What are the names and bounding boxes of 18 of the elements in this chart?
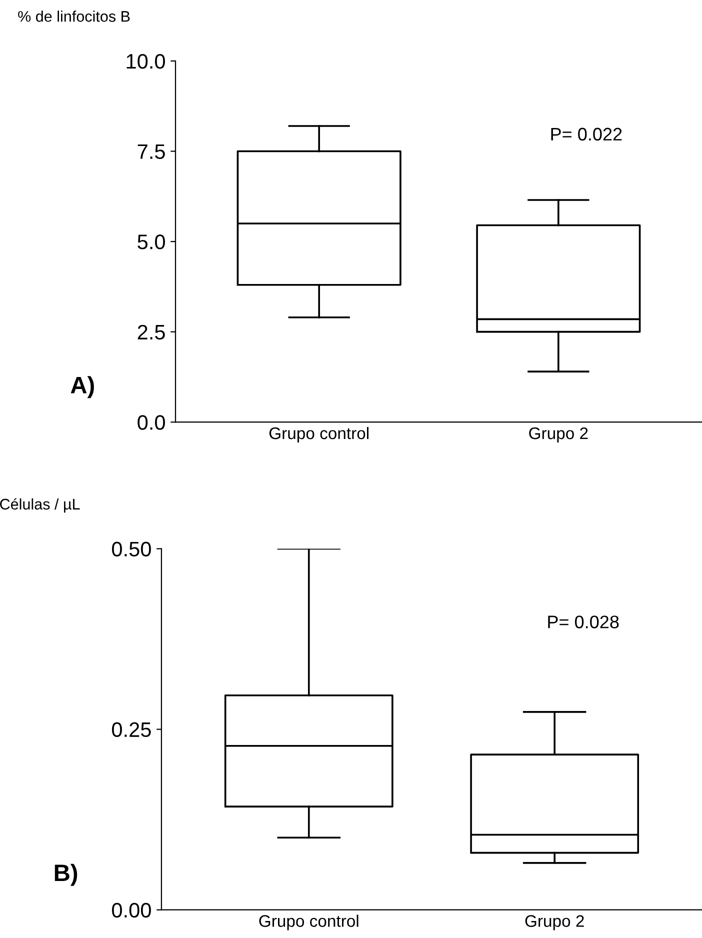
y-tick-label: 0.00	[112, 902, 151, 918]
annotation: P= 0.028	[548, 616, 619, 628]
text: B)	[54, 864, 78, 886]
text: A)	[70, 376, 94, 398]
y-axis-title: Células / µL	[0, 498, 80, 513]
y-tick-label: 2.5	[138, 324, 165, 340]
x-tick-label: Grupo 2	[525, 915, 584, 930]
x-tick-label: Grupo control	[269, 426, 368, 442]
y-tick-label: 0.0	[138, 415, 165, 430]
y-tick-label: 5.0	[138, 234, 165, 250]
x-tick-label: Grupo 2	[529, 427, 588, 442]
y-axis-title: % de linfocitos B	[18, 10, 130, 22]
x-tick-label: Grupo control	[259, 914, 358, 930]
y-tick-label: 7.5	[138, 144, 165, 160]
y-tick-label: 10.0	[126, 54, 165, 69]
annotation: P= 0.022	[551, 128, 622, 141]
y-tick-label: 0.50	[112, 542, 151, 556]
y-tick-label: 0.25	[112, 722, 151, 738]
